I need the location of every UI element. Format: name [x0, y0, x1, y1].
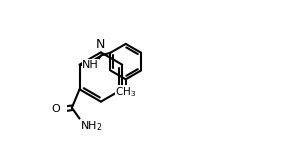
Text: NH$_2$: NH$_2$: [80, 119, 103, 133]
Text: N: N: [96, 38, 106, 51]
Text: NH: NH: [82, 60, 99, 70]
Text: CH$_3$: CH$_3$: [115, 85, 136, 99]
Text: O: O: [51, 104, 60, 114]
